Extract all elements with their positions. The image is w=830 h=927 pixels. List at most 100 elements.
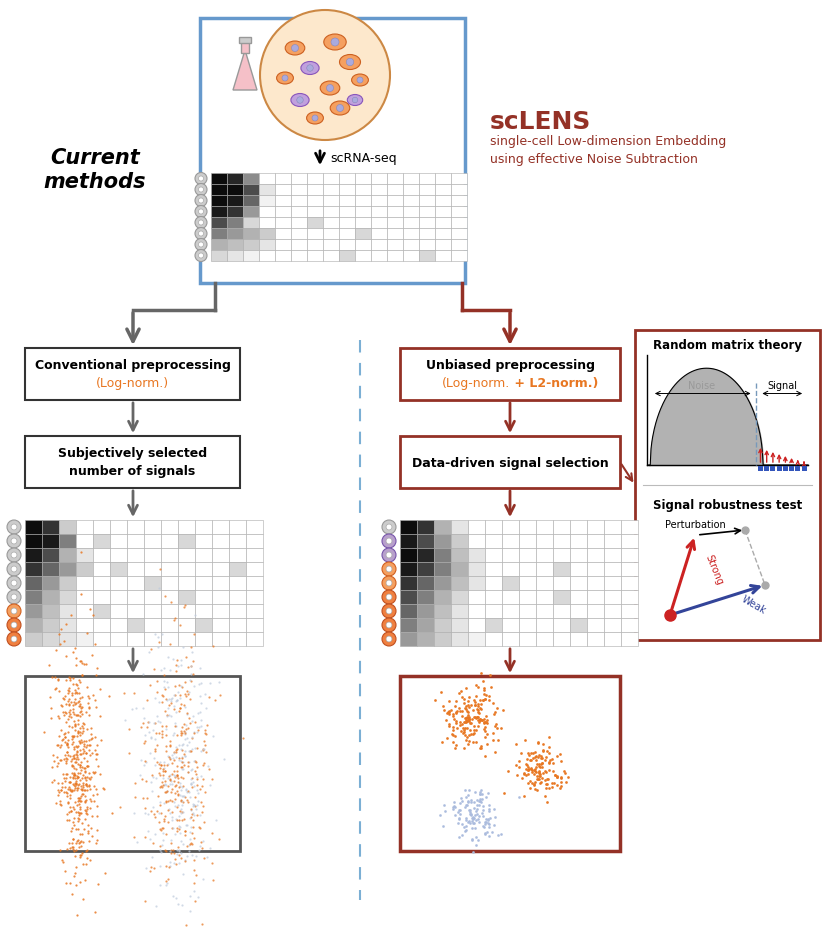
Bar [93, 548, 110, 562]
Bar [434, 562, 451, 576]
Bar [417, 548, 433, 562]
Bar [339, 173, 354, 184]
Bar [451, 604, 467, 617]
Ellipse shape [331, 38, 339, 46]
Bar [259, 195, 275, 206]
Bar [291, 228, 306, 238]
Bar [502, 618, 519, 631]
Text: Perturbation: Perturbation [665, 520, 725, 530]
Bar [259, 184, 275, 195]
Bar [400, 632, 417, 645]
Bar [435, 206, 451, 217]
Ellipse shape [324, 34, 346, 50]
Bar [25, 604, 42, 617]
Circle shape [11, 566, 17, 572]
Bar [400, 618, 417, 631]
Bar [417, 618, 433, 631]
Ellipse shape [276, 72, 293, 84]
Bar [127, 590, 144, 603]
Bar [161, 590, 178, 603]
Ellipse shape [347, 95, 363, 106]
Bar [485, 548, 501, 562]
Bar [144, 520, 160, 534]
Bar [417, 576, 433, 590]
Bar [387, 206, 403, 217]
Bar [419, 195, 434, 206]
Circle shape [195, 195, 207, 207]
Text: Weak: Weak [740, 594, 768, 616]
Circle shape [382, 534, 396, 548]
Bar [387, 250, 403, 260]
Bar [211, 228, 227, 238]
Bar [435, 250, 451, 260]
Bar [241, 40, 249, 53]
Bar [777, 466, 782, 471]
Bar [451, 534, 467, 548]
Circle shape [7, 576, 21, 590]
Bar [25, 348, 240, 400]
Bar [275, 173, 290, 184]
Bar [110, 618, 126, 631]
Bar [621, 534, 637, 548]
Bar [604, 548, 621, 562]
Bar [212, 520, 228, 534]
Circle shape [195, 217, 207, 228]
Bar [323, 228, 339, 238]
Bar [275, 228, 290, 238]
Bar [110, 534, 126, 548]
Bar [400, 534, 417, 548]
Bar [307, 250, 323, 260]
Bar [25, 562, 42, 576]
Bar [212, 632, 228, 645]
Bar [451, 239, 466, 249]
Bar [758, 466, 763, 471]
Text: (Log-norm.: (Log-norm. [442, 377, 510, 390]
Bar [417, 562, 433, 576]
Bar [587, 520, 603, 534]
Bar [291, 217, 306, 227]
Circle shape [386, 636, 392, 641]
Bar [178, 604, 194, 617]
Bar [211, 206, 227, 217]
Bar [570, 576, 587, 590]
Bar [355, 184, 370, 195]
Bar [387, 239, 403, 249]
Circle shape [7, 534, 21, 548]
Bar [59, 562, 76, 576]
Bar [621, 548, 637, 562]
Bar [621, 520, 637, 534]
Bar [93, 576, 110, 590]
Text: Unbiased preprocessing: Unbiased preprocessing [426, 359, 594, 372]
Bar [307, 184, 323, 195]
Bar [371, 184, 387, 195]
Bar [259, 239, 275, 249]
Bar [307, 173, 323, 184]
Bar [275, 217, 290, 227]
Bar [127, 534, 144, 548]
Circle shape [7, 618, 21, 632]
Bar [59, 632, 76, 645]
Bar [25, 632, 42, 645]
Bar [178, 534, 194, 548]
Bar [246, 576, 262, 590]
Circle shape [7, 548, 21, 562]
Bar [275, 195, 290, 206]
Bar [200, 18, 465, 283]
Ellipse shape [282, 75, 288, 81]
Bar [403, 184, 418, 195]
Circle shape [7, 520, 21, 534]
Bar [307, 239, 323, 249]
Text: Noise: Noise [688, 381, 715, 391]
Bar [400, 548, 417, 562]
Bar [259, 217, 275, 227]
Bar [553, 534, 569, 548]
Bar [110, 632, 126, 645]
Bar [76, 590, 92, 603]
Bar [553, 520, 569, 534]
Text: Subjectively selected: Subjectively selected [58, 447, 207, 460]
Circle shape [7, 562, 21, 576]
Bar [553, 590, 569, 603]
Bar [403, 217, 418, 227]
Bar [621, 590, 637, 603]
Bar [161, 618, 178, 631]
